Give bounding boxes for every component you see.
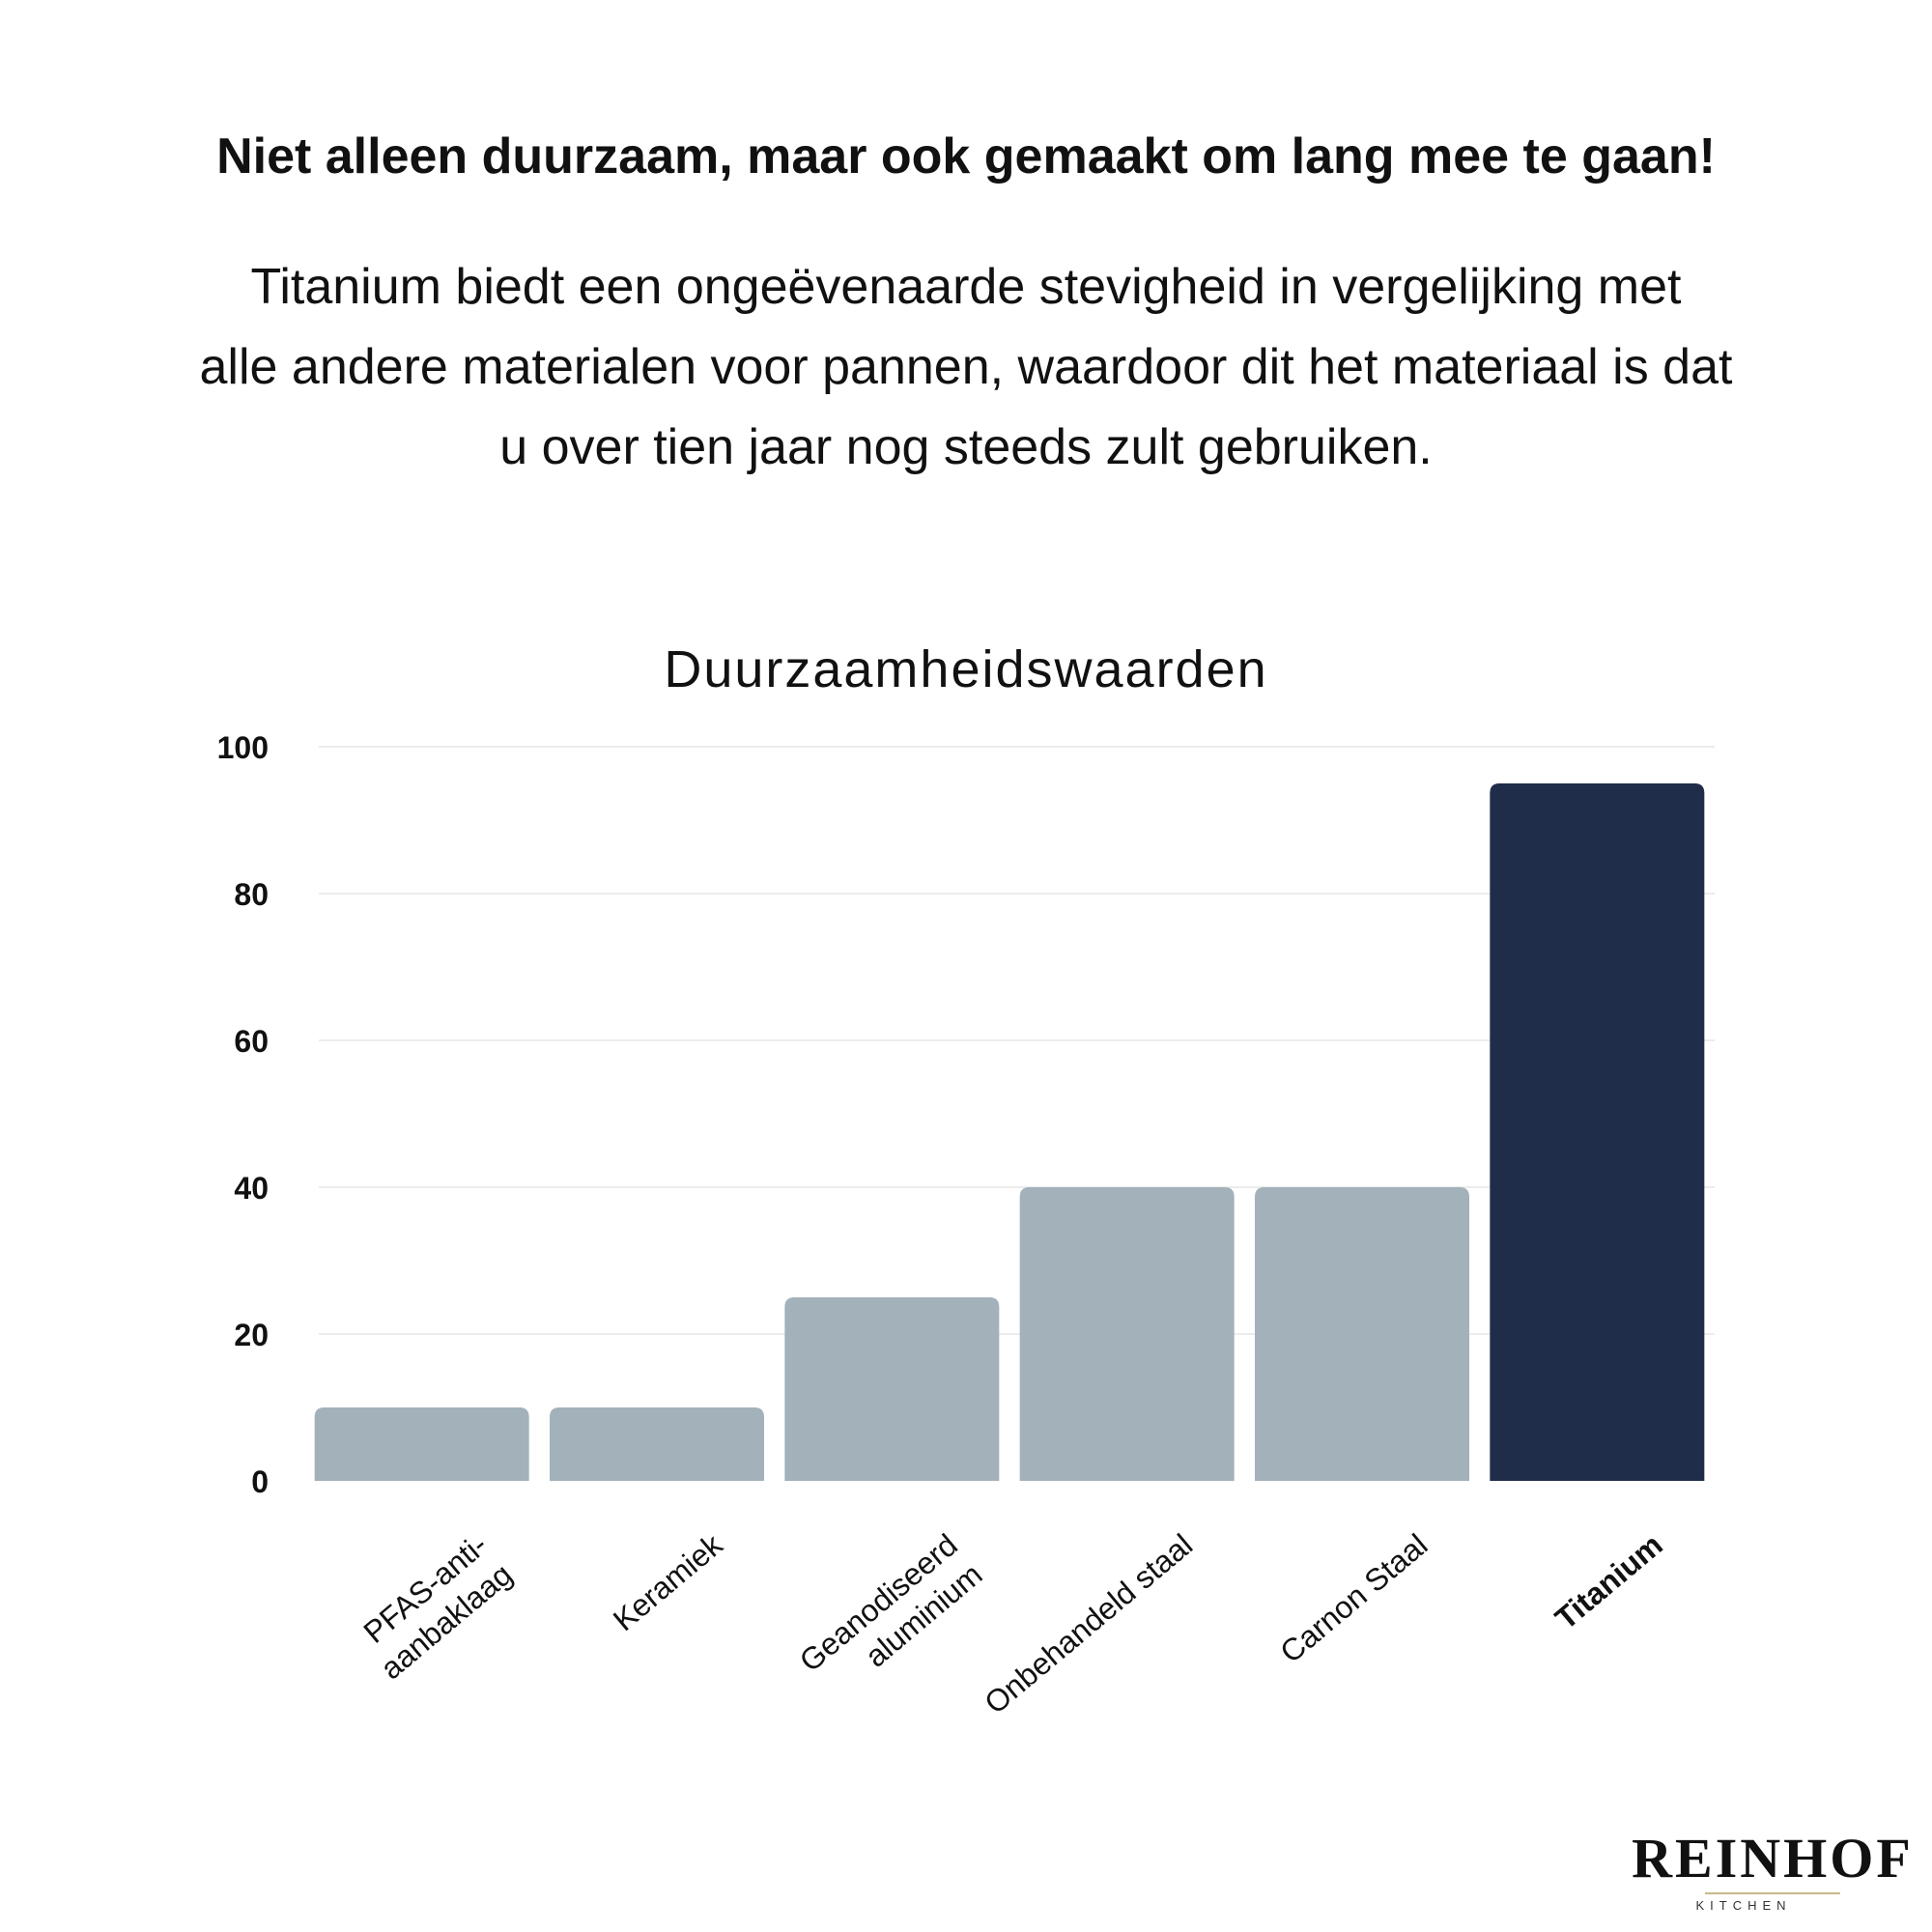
y-tick-label: 80 <box>234 877 269 912</box>
x-tick-label: Geanodiseerdaluminium <box>793 1527 989 1708</box>
y-tick-label: 100 <box>217 730 269 765</box>
bars <box>314 783 1705 1481</box>
x-axis: PFAS-anti-aanbaklaag Keramiek Geanodiseerd… <box>349 1526 1669 1720</box>
x-tick-label: Carnon Staal <box>1273 1527 1434 1670</box>
y-tick-label: 60 <box>234 1024 269 1059</box>
y-tick-label: 40 <box>234 1171 269 1206</box>
x-tick-label-line: Carnon Staal <box>1273 1527 1434 1670</box>
logo-divider <box>1705 1892 1840 1894</box>
y-tick-label: 20 <box>234 1318 269 1352</box>
bar-chart: 0 20 40 60 80 100 PFAS-anti-aanbaklaag Keramie… <box>217 730 1715 1720</box>
bar <box>1019 1187 1235 1481</box>
x-tick-label-line: Titanium <box>1548 1527 1669 1636</box>
bar <box>784 1297 1000 1481</box>
y-tick-label: 0 <box>251 1464 269 1499</box>
x-tick-label-line: Keramiek <box>607 1526 729 1637</box>
intro-line: Titanium biedt een ongeëvenaarde stevigh… <box>250 259 1682 315</box>
gridlines <box>319 746 1715 1335</box>
brand-logo: REINHOF KITCHEN <box>1613 1827 1932 1914</box>
x-tick-label: Titanium <box>1548 1527 1669 1636</box>
intro-line: alle andere materialen voor pannen, waar… <box>199 339 1733 395</box>
x-tick-label: PFAS-anti-aanbaklaag <box>349 1527 519 1687</box>
bar <box>314 1407 529 1481</box>
intro-line: u over tien jaar nog steeds zult gebruik… <box>499 419 1433 475</box>
brand-name: REINHOF <box>1632 1827 1914 1889</box>
bar <box>1255 1187 1469 1481</box>
bar <box>550 1407 764 1481</box>
intro-paragraph: Titanium biedt een ongeëvenaarde stevigh… <box>97 247 1835 488</box>
bar <box>1490 783 1705 1481</box>
y-axis: 0 20 40 60 80 100 <box>217 730 269 1499</box>
x-tick-label: Keramiek <box>607 1526 729 1637</box>
x-tick-label: Onbehandeld staal <box>978 1527 1199 1720</box>
page-headline: Niet alleen duurzaam, maar ook gemaakt o… <box>216 128 1716 185</box>
brand-subtitle: KITCHEN <box>1695 1898 1792 1913</box>
x-tick-label-line: Onbehandeld staal <box>978 1527 1199 1720</box>
chart-title: Duurzaamheidswaarden <box>664 640 1268 698</box>
